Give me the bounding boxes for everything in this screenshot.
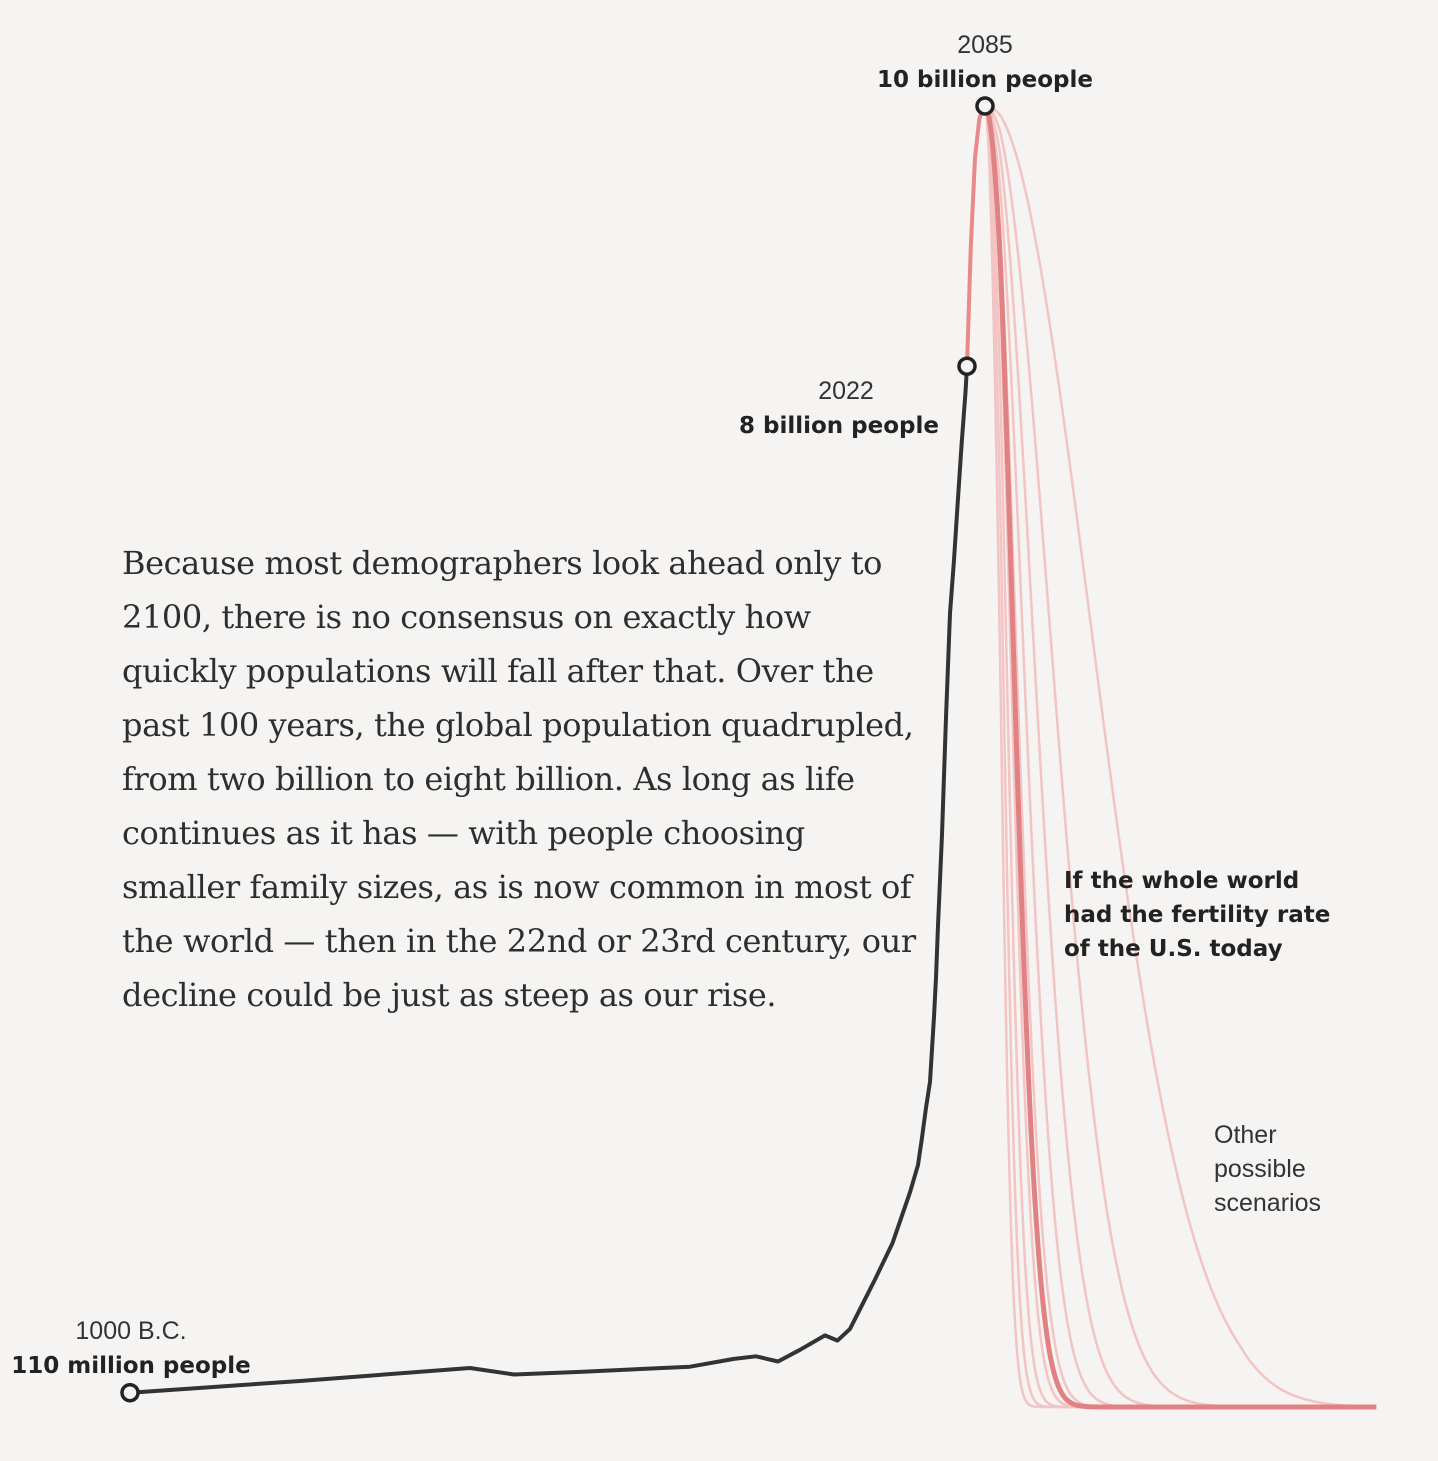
annotation-1000bc-year: 1000 B.C.	[75, 1317, 186, 1345]
historical-line	[128, 364, 969, 1395]
point-marker-3	[120, 1382, 140, 1403]
scenario-label: If the whole world had the fertility rat…	[1064, 868, 1330, 962]
scenario-label-line-3: of the U.S. today	[1064, 936, 1283, 962]
annotation-2085: 2085 10 billion people	[877, 31, 1093, 93]
body-paragraph: Because most demographers look ahead onl…	[122, 544, 916, 1014]
point-markers	[120, 96, 995, 1403]
annotation-2022-value: 8 billion people	[739, 413, 939, 439]
point-marker-1	[975, 96, 995, 116]
scenario-line-1	[984, 104, 1377, 1408]
scenario-label-line-2: had the fertility rate	[1064, 902, 1330, 928]
other-label-line-1: Other	[1214, 1121, 1277, 1149]
projection-line	[965, 104, 986, 367]
point-marker-2	[957, 356, 977, 376]
annotation-1000bc-value: 110 million people	[11, 1353, 251, 1379]
scenario-line-us-fertility	[982, 104, 1378, 1410]
scenario-label-line-1: If the whole world	[1064, 868, 1299, 894]
annotation-2085-value: 10 billion people	[877, 67, 1093, 93]
annotation-2022: 2022 8 billion people	[739, 377, 939, 439]
annotation-2022-year: 2022	[818, 377, 874, 405]
other-scenarios-label: Other possible scenarios	[1214, 1121, 1321, 1217]
other-label-line-3: scenarios	[1214, 1189, 1321, 1217]
other-label-line-2: possible	[1214, 1155, 1306, 1183]
annotation-1000bc: 1000 B.C. 110 million people	[11, 1317, 251, 1379]
scenario-lines	[982, 104, 1378, 1410]
annotation-2085-year: 2085	[957, 31, 1013, 59]
